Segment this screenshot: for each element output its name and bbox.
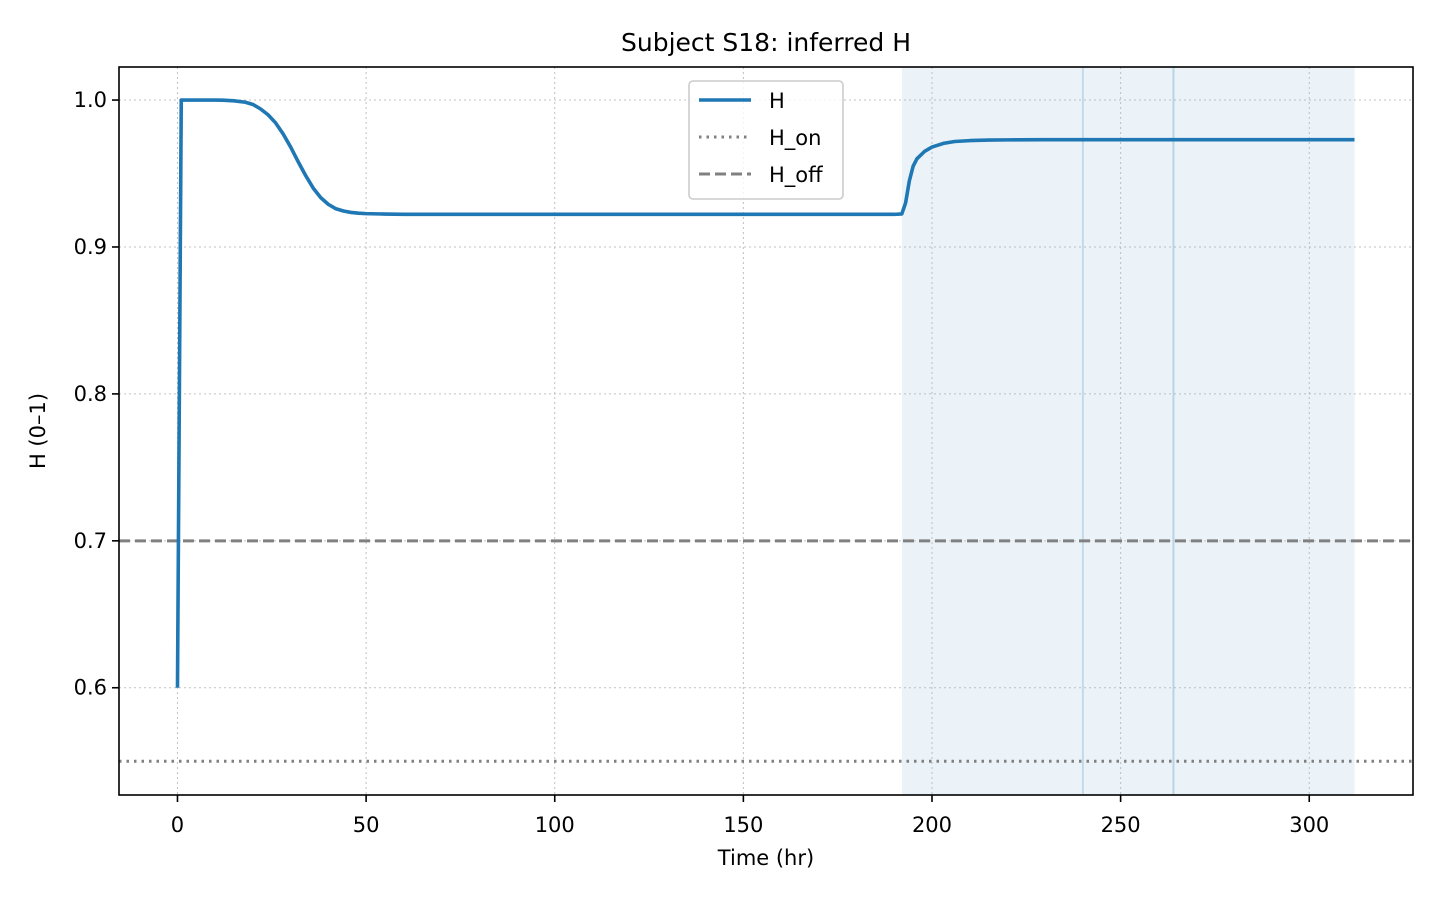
x-tick-label: 100 (535, 813, 575, 837)
x-tick-label: 250 (1101, 813, 1141, 837)
legend-label-h-off: H_off (769, 163, 823, 188)
y-tick-label: 0.6 (74, 676, 107, 700)
y-tick-label: 0.8 (74, 382, 107, 406)
x-tick-label: 50 (353, 813, 380, 837)
x-axis-title: Time (hr) (717, 846, 814, 870)
series-h-line (175, 98, 1355, 688)
legend-box (688, 80, 844, 200)
legend-label-h-on: H_on (769, 126, 821, 151)
shaded-region-0 (901, 67, 1355, 795)
y-tick-label: 0.7 (74, 529, 107, 553)
series (175, 98, 1355, 688)
y-tick-label: 0.9 (74, 235, 107, 259)
x-tick-label: 200 (912, 813, 952, 837)
chart-title: Subject S18: inferred H (621, 28, 911, 57)
legend: H H_on H_off (688, 80, 844, 200)
x-axis-ticks: 0 50 100 150 200 250 300 (171, 795, 1329, 837)
x-tick-label: 0 (171, 813, 184, 837)
shaded-regions (901, 67, 1355, 795)
y-axis-ticks: 0.6 0.7 0.8 0.9 1.0 (74, 88, 119, 700)
x-tick-label: 150 (723, 813, 763, 837)
legend-label-h: H (769, 89, 785, 113)
y-tick-label: 1.0 (74, 88, 107, 112)
plot-frame (118, 66, 1414, 796)
x-tick-label: 300 (1289, 813, 1329, 837)
vertical-markers (1081, 67, 1175, 795)
y-axis-title: H (0–1) (26, 393, 50, 469)
threshold-lines (119, 539, 1413, 763)
